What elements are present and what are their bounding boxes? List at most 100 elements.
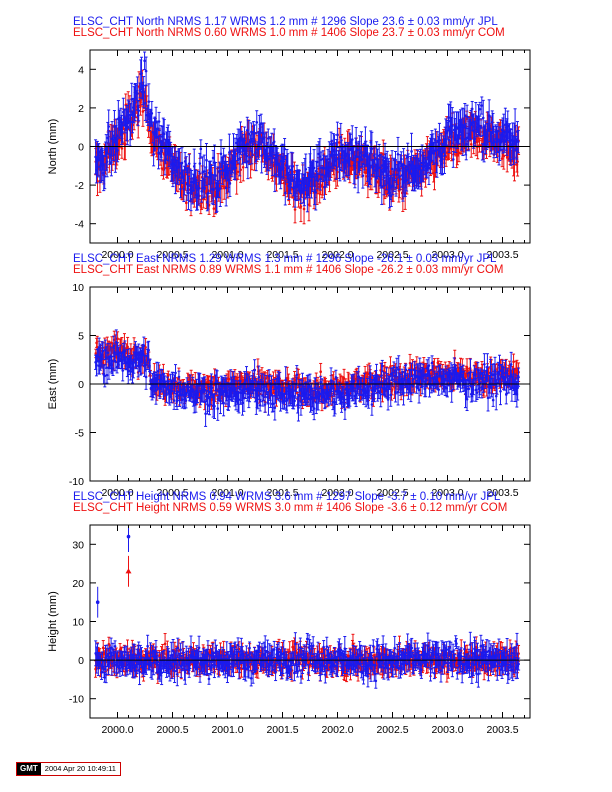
north-jpl-point xyxy=(260,154,263,157)
east-com-point xyxy=(144,346,147,349)
north-jpl-point xyxy=(318,177,322,181)
north-com-point xyxy=(241,165,245,169)
north-y-tick-label: 2 xyxy=(78,103,84,115)
north-jpl-point xyxy=(339,135,343,139)
north-com-point xyxy=(337,141,341,144)
east-com-point xyxy=(116,337,119,340)
east-data xyxy=(94,329,521,427)
north-jpl-point xyxy=(217,189,220,192)
north-x-tick-label: 2001.5 xyxy=(266,249,298,261)
north-jpl-point xyxy=(464,142,468,146)
north-jpl-point xyxy=(222,154,225,158)
north-jpl-point xyxy=(372,165,375,168)
north-jpl-point xyxy=(470,107,474,111)
north-jpl-point xyxy=(273,173,277,176)
east-com-point xyxy=(95,345,99,349)
north-jpl-point xyxy=(360,157,364,161)
north-com-point xyxy=(500,157,504,160)
north-jpl-point xyxy=(116,148,119,152)
north-jpl-point xyxy=(234,166,237,170)
north-jpl-point xyxy=(419,164,422,168)
north-com-point xyxy=(220,185,224,188)
north-jpl-point xyxy=(156,127,160,131)
north-jpl-point xyxy=(211,156,215,160)
north-jpl-point xyxy=(157,120,161,123)
north-com-point xyxy=(516,160,519,163)
north-x-tick-label: 2002.5 xyxy=(376,249,408,261)
north-jpl-point xyxy=(320,173,324,176)
north-jpl-point xyxy=(174,174,177,177)
north-jpl-point xyxy=(246,160,250,163)
north-jpl-point xyxy=(183,179,186,182)
north-jpl-point xyxy=(202,170,206,173)
north-jpl-point xyxy=(361,174,365,178)
north-jpl-point xyxy=(447,116,450,119)
north-jpl-point xyxy=(350,138,354,141)
north-x-tick-label: 2001.0 xyxy=(211,249,243,261)
north-jpl-point xyxy=(248,155,252,159)
north-jpl-point xyxy=(214,174,217,177)
north-jpl-point xyxy=(115,134,119,137)
north-jpl-point xyxy=(356,175,360,179)
north-jpl-point xyxy=(479,126,483,129)
north-jpl-point xyxy=(243,139,246,142)
north-jpl-point xyxy=(143,59,146,63)
north-jpl-point xyxy=(272,140,276,144)
north-jpl-point xyxy=(254,158,258,162)
north-jpl-point xyxy=(481,150,484,154)
north-jpl-point xyxy=(283,147,286,151)
north-jpl-point xyxy=(266,154,269,158)
north-legend-com: ELSC_CHT North NRMS 0.60 WRMS 1.0 mm # 1… xyxy=(73,27,505,39)
north-com-point xyxy=(293,208,297,211)
north-jpl-point xyxy=(481,116,485,120)
east-com-point xyxy=(193,380,197,383)
north-jpl-point xyxy=(179,187,182,191)
north-jpl-point xyxy=(469,123,473,127)
north-com-point xyxy=(478,144,481,147)
north-jpl-point xyxy=(144,69,148,73)
north-jpl-point xyxy=(227,178,230,182)
north-jpl-point xyxy=(136,92,139,95)
east-legend-com: ELSC_CHT East NRMS 0.89 WRMS 1.1 mm # 14… xyxy=(73,264,503,276)
north-jpl-point xyxy=(474,114,478,118)
north-jpl-point xyxy=(133,101,137,104)
north-jpl-point xyxy=(488,127,492,131)
north-com-point xyxy=(336,170,339,174)
north-jpl-point xyxy=(380,164,384,167)
north-jpl-point xyxy=(184,163,188,166)
north-jpl-point xyxy=(304,167,308,171)
north-jpl-point xyxy=(438,138,441,142)
north-jpl-point xyxy=(219,152,223,156)
north-y-axis-label: North (mm) xyxy=(47,119,59,175)
east-com-point xyxy=(126,345,129,349)
north-jpl-point xyxy=(410,150,413,153)
north-jpl-point xyxy=(405,178,408,182)
north-jpl-point xyxy=(393,168,396,172)
north-jpl-point xyxy=(344,154,347,158)
north-jpl-point xyxy=(188,184,192,187)
north-jpl-point xyxy=(318,155,322,158)
north-x-tick-label: 2003.5 xyxy=(486,249,518,261)
north-jpl-point xyxy=(314,191,318,194)
north-jpl-point xyxy=(396,152,400,156)
north-jpl-point xyxy=(196,196,199,199)
north-jpl-point xyxy=(250,130,253,134)
north-jpl-point xyxy=(228,151,231,154)
north-jpl-point xyxy=(513,125,517,129)
north-jpl-point xyxy=(478,124,481,128)
north-com-point xyxy=(502,154,506,158)
north-jpl-point xyxy=(205,158,208,162)
north-jpl-point xyxy=(391,184,395,188)
north-jpl-point xyxy=(409,172,413,176)
north-jpl-point xyxy=(291,164,294,168)
north-com-point xyxy=(469,142,473,146)
north-jpl-point xyxy=(253,131,256,135)
east-com-point xyxy=(94,352,98,355)
north-jpl-point xyxy=(198,162,202,165)
north-jpl-point xyxy=(258,135,262,139)
north-jpl-point xyxy=(425,169,429,172)
north-y-tick-label: -4 xyxy=(75,219,84,231)
north-jpl-point xyxy=(245,128,249,132)
north-jpl-point xyxy=(187,191,190,195)
